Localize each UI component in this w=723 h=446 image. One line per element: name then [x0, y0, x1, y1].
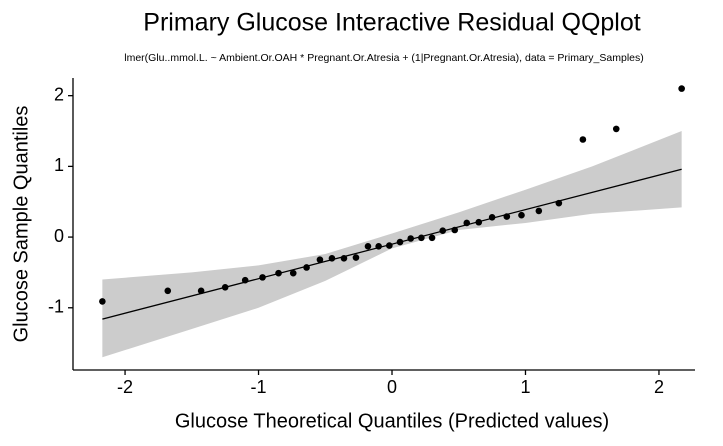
- data-point: [396, 238, 404, 246]
- y-tick-label: 1: [54, 155, 64, 175]
- x-tick-label: 0: [387, 377, 397, 397]
- data-point: [316, 256, 324, 264]
- data-point: [164, 287, 172, 295]
- data-point: [488, 213, 496, 221]
- data-point: [463, 219, 471, 227]
- data-point: [289, 269, 297, 277]
- data-point: [518, 211, 525, 219]
- data-point: [439, 227, 447, 235]
- data-point: [303, 264, 310, 271]
- data-point: [428, 234, 436, 242]
- data-point: [678, 85, 685, 92]
- data-point: [241, 276, 249, 284]
- data-point: [418, 234, 425, 242]
- data-point: [375, 242, 382, 250]
- data-point: [99, 298, 106, 305]
- x-tick-label: -1: [251, 377, 267, 397]
- data-point: [352, 254, 360, 261]
- x-tick-label: 2: [654, 377, 664, 397]
- data-point: [386, 242, 393, 249]
- data-point: [275, 269, 282, 277]
- y-tick-label: -1: [48, 297, 64, 317]
- data-point: [364, 242, 372, 250]
- data-point: [328, 254, 336, 262]
- data-point: [503, 213, 511, 220]
- y-tick-label: 2: [54, 84, 64, 104]
- data-point: [259, 274, 266, 281]
- data-point: [340, 254, 348, 262]
- x-tick-label: 1: [520, 377, 530, 397]
- y-axis-label: Glucose Sample Quantiles: [10, 106, 32, 343]
- data-point: [555, 199, 563, 207]
- data-point: [197, 287, 205, 295]
- x-axis-label: Glucose Theoretical Quantiles (Predicted…: [175, 410, 609, 432]
- data-point: [612, 125, 620, 133]
- data-point: [579, 136, 587, 143]
- data-point: [221, 283, 229, 291]
- data-point: [535, 207, 543, 215]
- data-point: [451, 226, 459, 234]
- data-point: [407, 235, 414, 242]
- y-tick-label: 0: [54, 226, 64, 246]
- data-point: [475, 218, 483, 226]
- chart-subtitle: lmer(Glu..mmol.L. ~ Ambient.Or.OAH * Pre…: [124, 52, 643, 64]
- x-tick-label: -2: [117, 377, 133, 397]
- chart-title: Primary Glucose Interactive Residual QQp…: [143, 9, 640, 37]
